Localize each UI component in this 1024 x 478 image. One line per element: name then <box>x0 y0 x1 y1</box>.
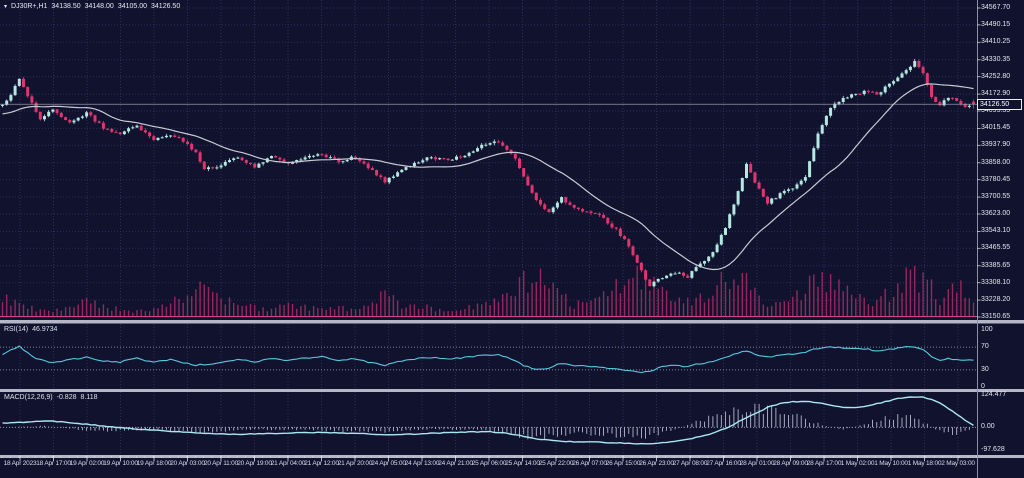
price-axis[interactable]: 34567.70 34490.15 34410.25 34330.35 34252.80… <box>977 0 1024 478</box>
rsi-scale-label: 30 <box>981 365 989 373</box>
rsi-name: RSI(14) <box>4 326 29 333</box>
time-tick-label: 28 Apr 09:00 <box>773 460 808 467</box>
price-tick-label: 33385.65 <box>981 261 1011 269</box>
macd-indicator-label: MACD(12,26,9) -0.828 8.118 <box>4 394 102 401</box>
time-tick-label: 26 Apr 07:00 <box>572 460 607 467</box>
time-tick-label: 20 Apr 19:00 <box>237 460 272 467</box>
rsi-scale-label: 0 <box>981 383 985 390</box>
time-tick-label: 26 Apr 23:00 <box>639 460 674 467</box>
rsi-scale-label: 70 <box>981 343 989 351</box>
time-tick-label: 19 Apr 10:00 <box>103 460 138 467</box>
price-tick-label: 33465.55 <box>981 244 1011 252</box>
symbol-marker-icon: ▾ <box>4 4 8 10</box>
price-tick-label: 34330.35 <box>981 55 1011 63</box>
price-tick-label: 34490.15 <box>981 20 1011 28</box>
time-tick-label: 19 Apr 02:00 <box>69 460 105 467</box>
time-tick-label: 1 May 02:00 <box>840 460 875 467</box>
rsi-indicator-label: RSI(14) 46.9734 <box>4 326 61 333</box>
time-tick-label: 20 Apr 11:00 <box>204 460 238 467</box>
symbol-period-label: DJ30R+,H1 <box>11 3 48 10</box>
price-tick-label: 34252.80 <box>981 72 1011 80</box>
macd-scale-label: 0.00 <box>981 423 995 431</box>
time-tick-label: 20 Apr 03:00 <box>170 460 205 467</box>
ohlc-high: 34148.00 <box>84 3 114 10</box>
price-tick-label: 34172.90 <box>981 90 1011 98</box>
time-tick-label: 2 May 03:00 <box>941 460 975 467</box>
time-tick-label: 24 Apr 05:00 <box>371 460 406 467</box>
time-tick-label: 25 Apr 22:00 <box>538 460 574 467</box>
price-tick-label: 34567.70 <box>981 4 1011 11</box>
price-tick-label: 33700.55 <box>981 193 1011 201</box>
time-tick-label: 28 Apr 17:00 <box>806 460 842 467</box>
time-tick-label: 18 Apr 17:00 <box>36 460 71 467</box>
price-tick-label: 34095.35 <box>981 107 1011 114</box>
time-tick-label: 26 Apr 15:00 <box>605 460 641 467</box>
price-tick-label: 33228.20 <box>981 296 1011 304</box>
price-tick-label: 33543.10 <box>981 227 1011 235</box>
time-tick-label: 18 Apr 2023 <box>3 460 37 467</box>
price-tick-label: 33623.00 <box>981 210 1011 217</box>
ohlc-open: 34138.50 <box>51 3 81 10</box>
price-tick-label: 33780.45 <box>981 175 1011 183</box>
chart-title: ▾ DJ30R+,H1 34138.50 34148.00 34105.00 34126.… <box>4 3 184 10</box>
time-tick-label: 28 Apr 01:00 <box>739 460 775 467</box>
time-tick-label: 27 Apr 16:00 <box>706 460 741 467</box>
time-tick-label: 25 Apr 06:00 <box>471 460 507 467</box>
macd-signal-value: 8.118 <box>80 394 98 401</box>
price-tick-label: 33150.65 <box>981 313 1011 320</box>
price-tick-label: 33308.10 <box>981 278 1011 286</box>
time-tick-label: 21 Apr 04:00 <box>270 460 306 467</box>
time-tick-label: 1 May 10:00 <box>874 460 908 467</box>
price-tick-label: 33937.90 <box>981 141 1011 149</box>
ohlc-close: 34126.50 <box>151 3 181 10</box>
macd-scale-label: 124.477 <box>981 391 1007 399</box>
time-tick-label: 27 Apr 08:00 <box>672 460 708 467</box>
time-tick-label: 25 Apr 14:00 <box>505 460 540 467</box>
macd-main-value: -0.828 <box>56 394 77 401</box>
ohlc-low: 34105.00 <box>117 3 148 10</box>
rsi-scale-label: 100 <box>981 326 993 333</box>
macd-scale-label: -97.628 <box>981 446 1005 453</box>
time-tick-label: 1 May 18:00 <box>907 460 942 467</box>
price-tick-label: 33858.00 <box>981 158 1011 166</box>
time-tick-label: 24 Apr 21:00 <box>438 460 473 467</box>
time-tick-label: 21 Apr 20:00 <box>337 460 373 467</box>
time-axis[interactable]: 18 Apr 2023 18 Apr 17:00 19 Apr 02:00 19 Ap… <box>0 455 977 478</box>
current-price-box: 34126.50 <box>977 99 1022 111</box>
price-tick-label: 34410.25 <box>981 38 1011 46</box>
time-tick-label: 24 Apr 13:00 <box>404 460 440 467</box>
time-tick-label: 21 Apr 12:00 <box>304 460 339 467</box>
time-tick-label: 19 Apr 18:00 <box>136 460 172 467</box>
rsi-value: 46.9734 <box>32 326 58 333</box>
price-tick-label: 34015.45 <box>981 124 1011 132</box>
macd-name: MACD(12,26,9) <box>4 394 53 401</box>
